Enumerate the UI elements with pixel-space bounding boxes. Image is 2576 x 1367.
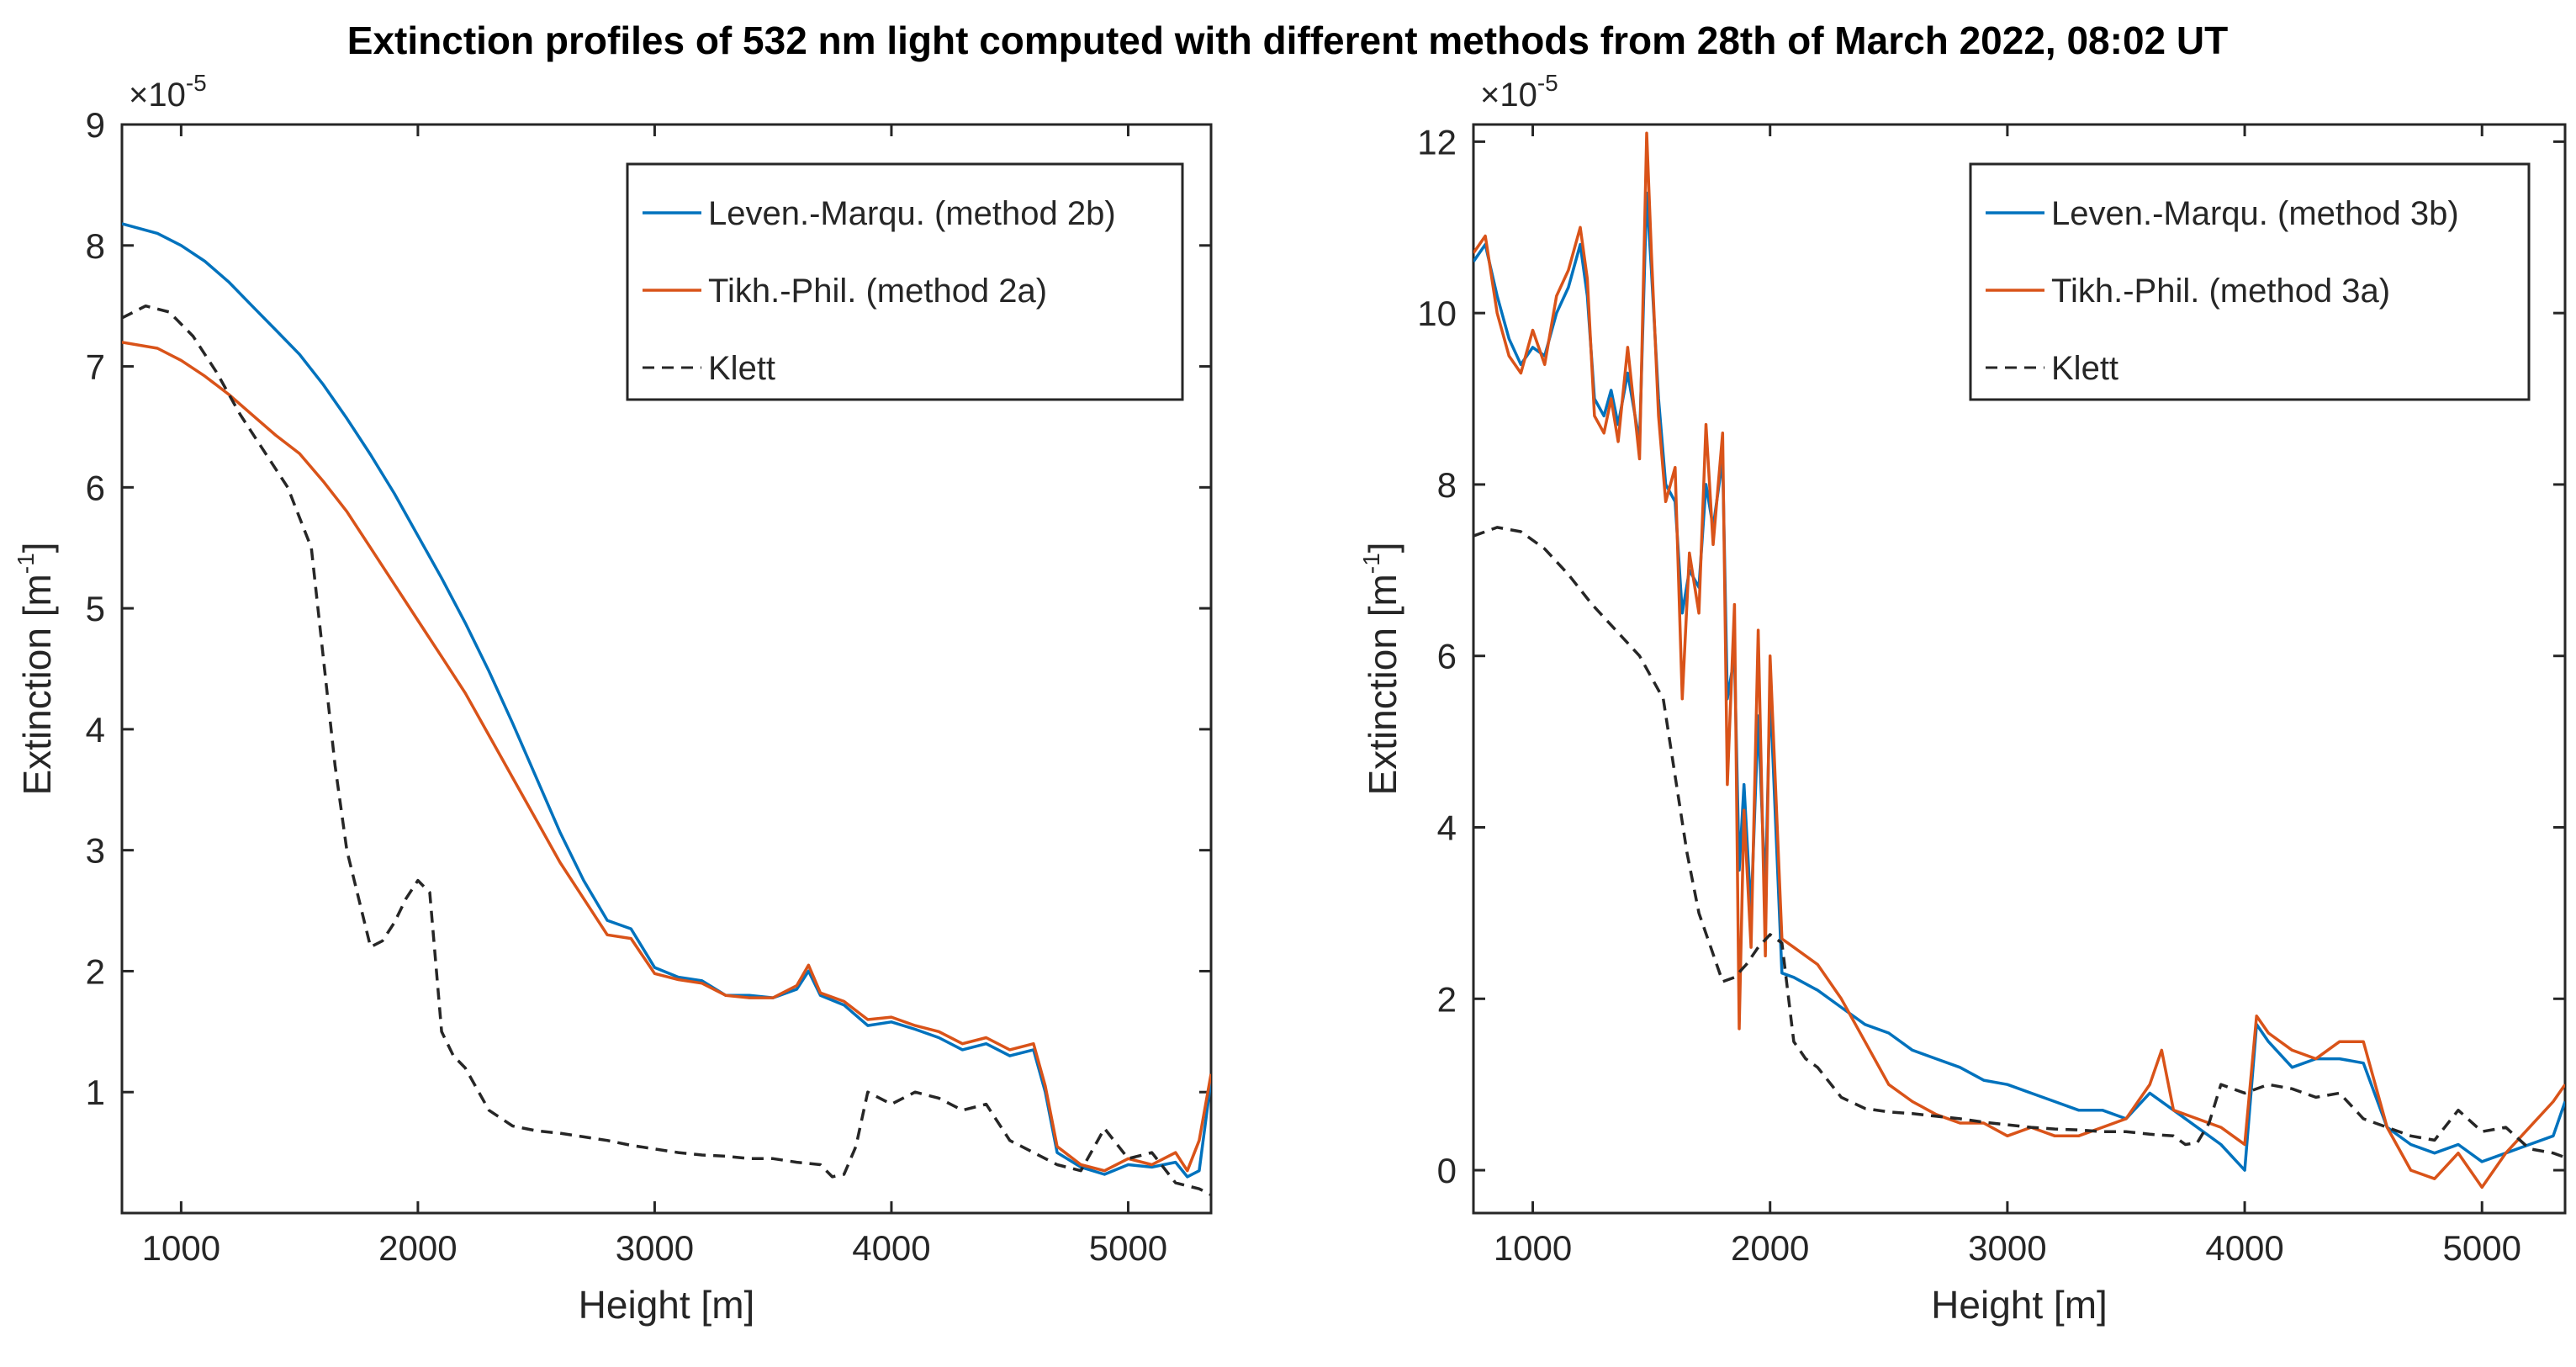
y-tick-label: 5 [86,589,105,628]
y-axis-label-close: ] [1361,543,1404,554]
x-tick-label: 5000 [2443,1228,2521,1268]
y-tick-label: 10 [1417,294,1457,333]
y-tick-label: 8 [1437,465,1457,505]
x-axis-label: Height [m] [579,1283,755,1327]
y-exponent-label: ×10-5 [129,70,207,114]
left-panel: 1000 2000 3000 4000 5000 1 2 3 4 5 6 7 8 9 ×10-5 Height… [13,70,1213,1327]
y-tick-label: 1 [86,1073,105,1112]
series-line-klett [122,304,1211,1196]
series-group [1473,131,2565,1190]
x-tick-label: 4000 [2205,1228,2283,1268]
y-axis-label: Extinction [m-1] [1358,543,1404,796]
y-axis-label-text: Extinction [m [15,574,59,795]
legend: Leven.-Marqu. (method 2b) Tikh.-Phil. (me… [626,162,1184,401]
x-tick-label: 4000 [852,1228,930,1268]
legend-box [1969,162,2531,401]
series-group [122,222,1211,1196]
legend-label: Leven.-Marqu. (method 3b) [2051,195,2459,232]
y-tick-label: 4 [86,710,105,750]
legend-label: Tikh.-Phil. (method 3a) [2051,273,2390,310]
x-tick-label: 5000 [1089,1228,1167,1268]
y-tick-label: 3 [86,831,105,871]
x-tick-label: 3000 [1968,1228,2046,1268]
y-tick-label: 9 [86,105,105,145]
legend-label: Klett [2051,350,2118,387]
series-line-tikh-phil [122,341,1211,1173]
y-tick-label: 8 [86,226,105,266]
y-axis-label-close: ] [15,543,59,554]
y-tick-label: 0 [1437,1151,1457,1190]
x-tick-label: 3000 [616,1228,694,1268]
y-tick-label: 6 [86,468,105,507]
legend-box [626,162,1184,401]
y-axis-label-exponent: -1 [13,553,39,574]
y-axis-label: Extinction [m-1] [13,543,59,796]
legend-label: Klett [708,350,775,387]
y-exponent-base: ×10 [1480,77,1537,114]
plot-area [1472,123,2567,1215]
x-tick-label: 1000 [1494,1228,1572,1268]
series-line-klett [1473,526,2565,1159]
x-tick-label: 2000 [1731,1228,1809,1268]
y-exponent-label: ×10-5 [1480,70,1558,114]
legend-label: Tikh.-Phil. (method 2a) [708,273,1047,310]
y-tick-label: 4 [1437,808,1457,847]
figure-title: Extinction profiles of 532 nm light comp… [347,19,2228,62]
x-axis-label: Height [m] [1931,1283,2108,1327]
y-tick-label: 12 [1417,122,1457,162]
x-tick-label: 2000 [378,1228,457,1268]
legend-label: Leven.-Marqu. (method 2b) [708,195,1116,232]
y-tick-label: 7 [86,347,105,387]
plot-area [120,123,1213,1215]
y-tick-label: 2 [86,951,105,991]
right-panel: 1000 2000 3000 4000 5000 0 2 4 6 8 10 12 ×10-5 Height… [1358,70,2567,1327]
series-line-tikh-phil [1473,131,2565,1190]
y-axis-label-text: Extinction [m [1361,574,1404,795]
y-tick-label: 2 [1437,979,1457,1019]
y-exponent-base: ×10 [129,77,186,114]
x-tick-label: 1000 [142,1228,220,1268]
y-axis-label-exponent: -1 [1358,553,1384,574]
y-exponent-power: -5 [1537,70,1558,96]
y-tick-label: 6 [1437,637,1457,676]
y-exponent-power: -5 [186,70,207,96]
legend: Leven.-Marqu. (method 3b) Tikh.-Phil. (me… [1969,162,2531,401]
